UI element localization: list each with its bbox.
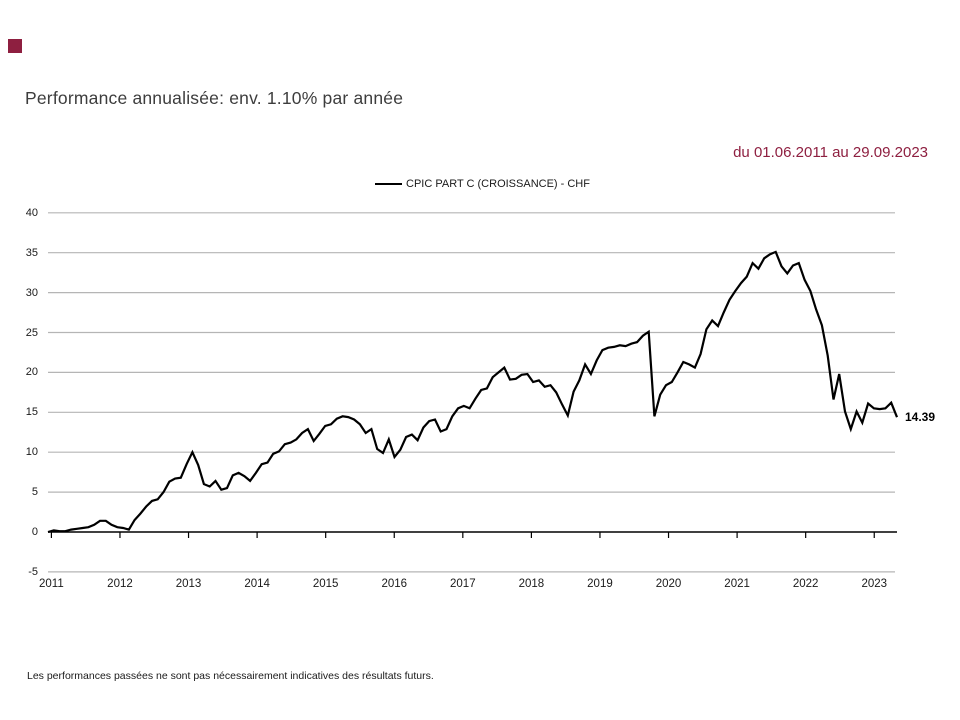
y-tick-label: 10 — [25, 446, 38, 459]
period-label: du 01.06.2011 au 29.09.2023 — [733, 144, 928, 161]
y-tick-label: 0 — [31, 526, 38, 538]
brand-logo-square — [8, 39, 22, 53]
x-tick-label: 2019 — [587, 578, 613, 590]
x-tick-label: 2013 — [175, 578, 202, 590]
disclaimer-footnote: Les performances passées ne sont pas néc… — [27, 670, 434, 682]
x-tick-label: 2022 — [792, 578, 819, 590]
x-tick-label: 2014 — [244, 578, 270, 590]
end-value-label: 14.39 — [905, 410, 936, 425]
x-tick-label: 2018 — [518, 578, 545, 590]
x-tick-label: 2015 — [312, 578, 339, 590]
x-tick-label: 2017 — [450, 578, 476, 590]
y-tick-label: 30 — [25, 286, 38, 299]
page-title: Performance annualisée: env. 1.10% par a… — [25, 88, 404, 108]
legend: CPIC PART C (CROISSANCE) - CHF — [375, 178, 590, 190]
x-tick-label: 2021 — [724, 578, 750, 590]
x-tick-label: 2012 — [107, 578, 133, 590]
y-tick-label: 25 — [25, 326, 38, 339]
x-tick-label: 2011 — [39, 578, 64, 590]
legend-line-swatch — [375, 183, 402, 185]
y-tick-label: -5 — [28, 565, 38, 578]
y-tick-label: 20 — [25, 366, 38, 379]
y-tick-label: 5 — [31, 486, 38, 499]
performance-line — [47, 250, 899, 534]
y-tick-label: 35 — [25, 246, 38, 259]
x-tick-label: 2020 — [655, 578, 682, 590]
y-tick-label: 15 — [25, 406, 38, 419]
legend-label: CPIC PART C (CROISSANCE) - CHF — [406, 178, 590, 190]
y-tick-label: 40 — [25, 206, 38, 219]
x-tick-label: 2016 — [381, 578, 408, 590]
x-tick-label: 2023 — [861, 578, 888, 590]
